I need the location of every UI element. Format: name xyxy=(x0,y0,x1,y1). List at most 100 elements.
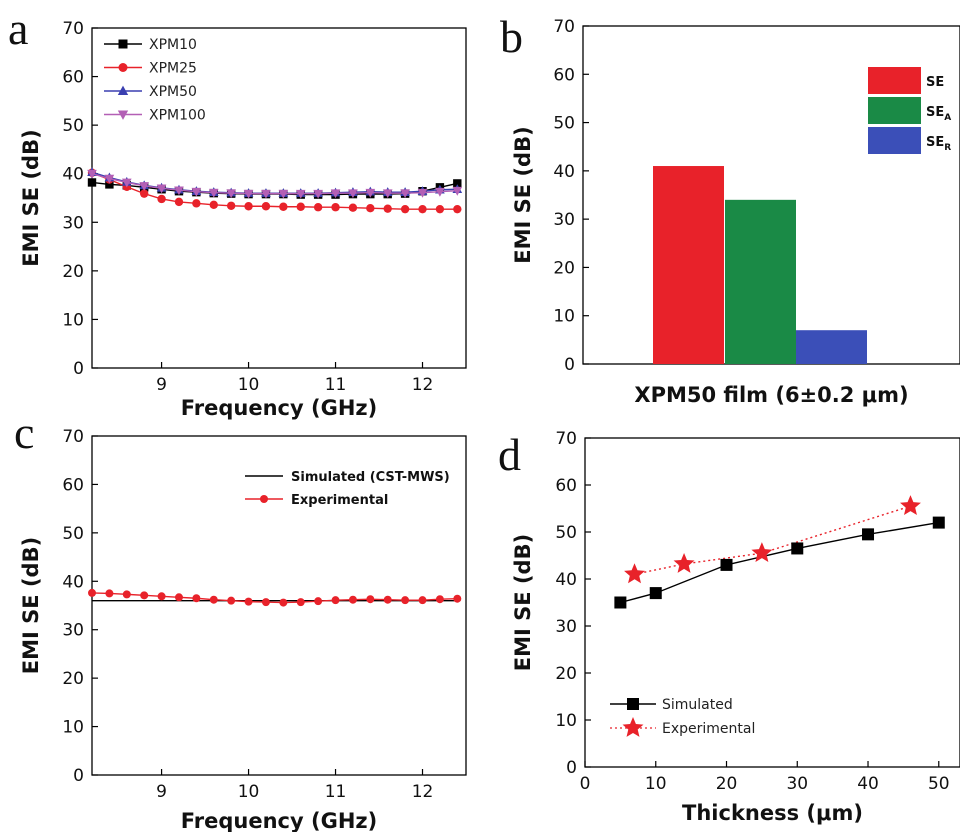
y-axis-title: EMI SE (dB) xyxy=(19,537,43,674)
x-tick-label: 9 xyxy=(156,782,167,802)
y-axis-title: EMI SE (dB) xyxy=(511,534,535,671)
legend-label-base: SE xyxy=(926,135,944,150)
legend-marker-xpm100 xyxy=(117,110,129,120)
data-point-xpm25 xyxy=(400,204,410,214)
legend-label-base: SE xyxy=(926,75,944,90)
y-tick-label: 70 xyxy=(62,19,84,39)
data-point-xpm100 xyxy=(104,174,115,184)
x-tick-label: 10 xyxy=(238,782,260,802)
data-point-xpm10 xyxy=(87,178,97,187)
y-tick-label: 60 xyxy=(62,475,84,495)
data-point-xpm100 xyxy=(174,186,184,196)
data-point-xpm100 xyxy=(400,189,410,199)
x-tick-label: 10 xyxy=(238,375,260,395)
y-axis-title: EMI SE (dB) xyxy=(19,129,43,266)
legend-label: SEA xyxy=(926,105,951,123)
legend-marker-xpm10 xyxy=(118,39,128,49)
data-point-xpm25 xyxy=(348,203,358,212)
chart-panel-c: 0 10 20 30 40 50 60 70 9 10 11 12 Frequency (GHz) EMI… xyxy=(19,427,467,832)
data-point-xpm25 xyxy=(453,204,462,214)
y-tick-label: 0 xyxy=(73,766,84,786)
data-point-experimental xyxy=(279,598,288,607)
y-tick-label: 30 xyxy=(553,210,575,230)
data-point-xpm25 xyxy=(435,204,445,214)
legend-label: Simulated (CST-MWS) xyxy=(291,470,450,485)
data-point-xpm25 xyxy=(192,199,201,208)
data-point-experimental xyxy=(401,596,410,605)
x-axis-title: Frequency (GHz) xyxy=(181,396,377,420)
y-tick-label: 40 xyxy=(62,165,84,185)
bar-sea xyxy=(725,199,796,364)
data-point-experimental xyxy=(105,589,114,598)
bar-ser xyxy=(796,330,867,364)
chart-panel-b: 0 10 20 30 40 50 60 70 XPM50 film (6±0.2 μm) EMI … xyxy=(511,17,960,407)
data-point-xpm100 xyxy=(382,189,393,199)
data-point-simulated xyxy=(649,587,662,600)
y-tick-label: 10 xyxy=(555,711,577,731)
x-tick-label: 10 xyxy=(645,774,667,794)
x-axis-title: Frequency (GHz) xyxy=(181,809,377,832)
plot-frame xyxy=(91,27,467,369)
y-tick-label: 60 xyxy=(553,65,575,85)
y-tick-label: 0 xyxy=(73,359,84,379)
bar-se xyxy=(653,166,724,364)
data-point-xpm25 xyxy=(418,204,427,214)
data-point-xpm100 xyxy=(261,189,271,199)
data-point-experimental xyxy=(435,595,444,604)
y-tick-label: 70 xyxy=(553,17,575,37)
data-point-simulated xyxy=(720,558,733,571)
data-point-experimental xyxy=(140,591,149,600)
data-point-experimental xyxy=(174,593,183,602)
x-tick-label: 11 xyxy=(325,375,347,395)
data-point-experimental xyxy=(88,588,96,597)
y-tick-label: 20 xyxy=(62,669,84,689)
x-tick-label: 20 xyxy=(716,774,738,794)
y-tick-label: 0 xyxy=(564,355,575,375)
data-point-simulated xyxy=(932,516,945,529)
data-point-experimental xyxy=(383,595,392,604)
legend-marker-experimental xyxy=(260,495,268,503)
legend-label: SE xyxy=(926,75,944,90)
x-tick-label: 50 xyxy=(928,774,950,794)
data-point-xpm100 xyxy=(243,189,254,199)
data-point-experimental xyxy=(751,542,773,563)
data-point-xpm10 xyxy=(453,179,462,188)
data-point-simulated xyxy=(862,528,875,541)
data-point-experimental xyxy=(418,596,427,605)
data-point-xpm100 xyxy=(417,188,428,198)
data-point-xpm100 xyxy=(278,189,289,199)
legend-marker-xpm50 xyxy=(117,85,129,96)
y-tick-label: 50 xyxy=(62,116,84,136)
data-point-experimental xyxy=(209,595,218,604)
legend-label: XPM100 xyxy=(149,108,206,124)
y-tick-label: 20 xyxy=(62,262,84,282)
x-tick-label: 9 xyxy=(156,375,167,395)
legend-label-subscript: A xyxy=(944,113,951,123)
data-point-xpm100 xyxy=(452,186,463,196)
data-point-xpm25 xyxy=(174,197,184,207)
data-point-simulated xyxy=(791,542,804,555)
plot-frame xyxy=(91,435,467,776)
legend-marker-simulated xyxy=(627,698,639,710)
data-point-experimental xyxy=(453,594,462,603)
data-point-experimental xyxy=(624,563,645,584)
y-tick-label: 50 xyxy=(553,114,575,134)
y-axis-title: EMI SE (dB) xyxy=(511,126,535,263)
y-tick-label: 10 xyxy=(553,307,575,327)
data-point-xpm25 xyxy=(313,203,323,212)
y-tick-label: 60 xyxy=(555,476,577,496)
y-tick-label: 30 xyxy=(62,213,84,233)
data-point-experimental xyxy=(227,596,236,605)
legend-marker-experimental xyxy=(622,717,644,737)
series-line-simulated xyxy=(620,521,939,604)
data-point-xpm25 xyxy=(157,194,166,204)
data-point-xpm25 xyxy=(261,202,271,211)
y-tick-label: 70 xyxy=(555,429,577,449)
x-tick-label: 12 xyxy=(412,782,434,802)
data-point-experimental xyxy=(314,597,323,606)
y-tick-label: 50 xyxy=(62,524,84,544)
legend-swatch xyxy=(868,67,921,94)
legend-label: XPM50 xyxy=(149,84,197,100)
data-point-experimental xyxy=(261,598,270,607)
data-point-xpm100 xyxy=(87,169,97,179)
